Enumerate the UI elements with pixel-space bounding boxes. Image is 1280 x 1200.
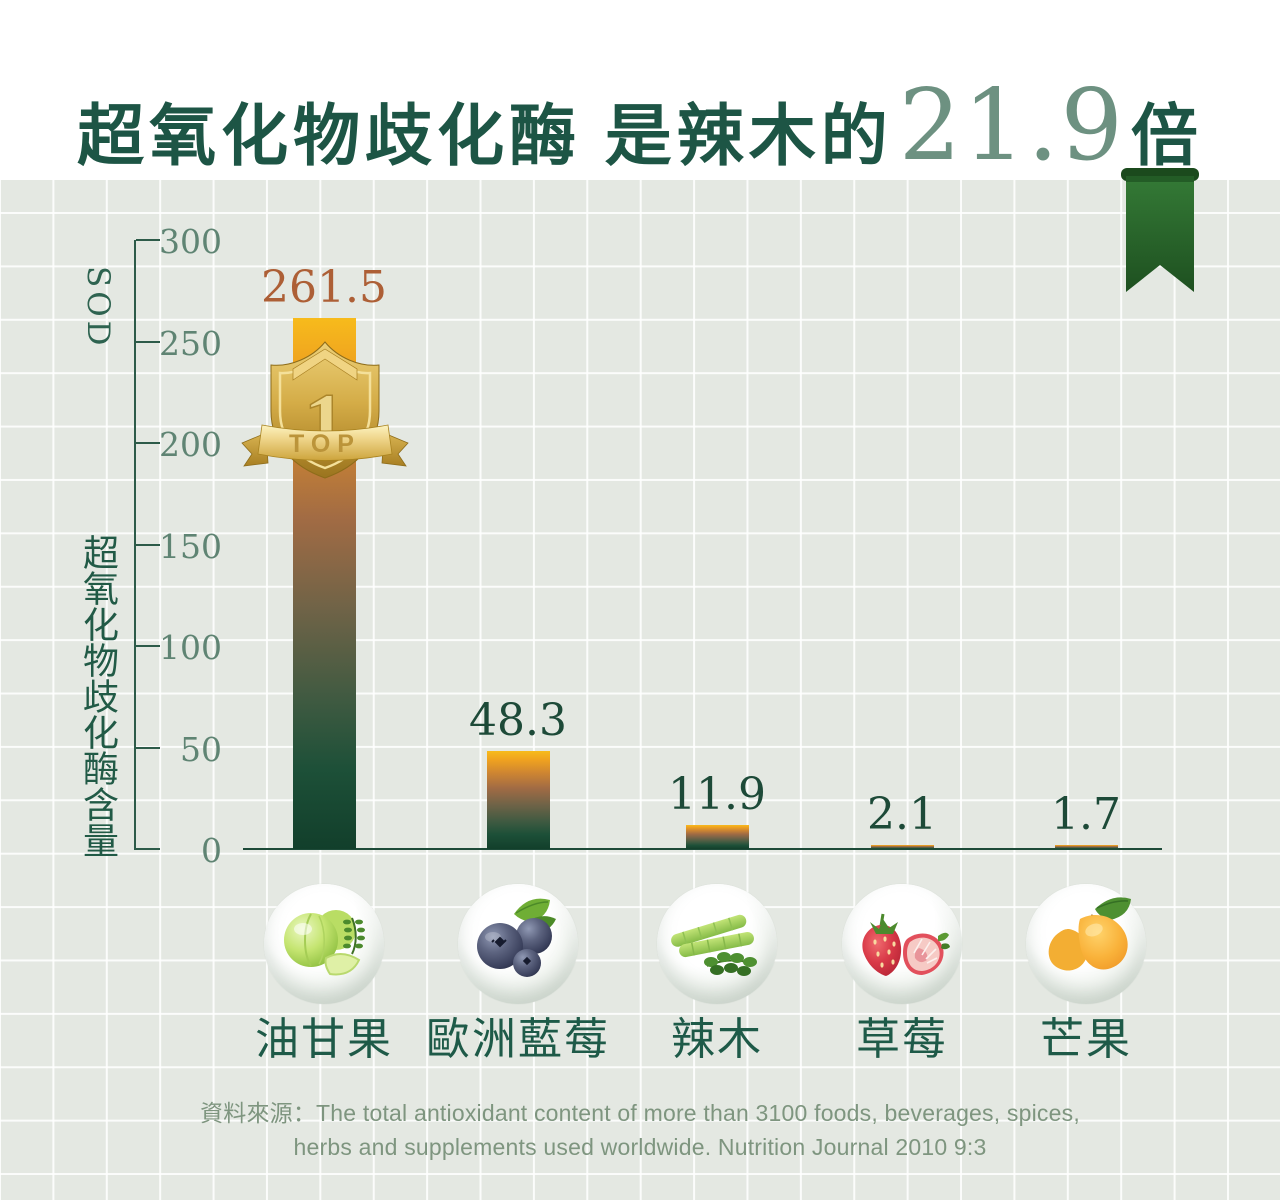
y-tick-50 <box>136 746 160 749</box>
page-header: 超氧化物歧化酶 是辣木的 21.9 倍 <box>77 69 1203 183</box>
category-label-blueberry: 歐洲藍莓 <box>426 1015 610 1064</box>
source-citation: 資料來源：The total antioxidant content of mo… <box>0 1096 1280 1164</box>
y-tick-250 <box>136 340 160 343</box>
category-label-mango: 芒果 <box>1040 1015 1132 1064</box>
value-label-strawberry: 2.1 <box>867 789 937 840</box>
source-line-1: 資料來源：The total antioxidant content of mo… <box>200 1100 1080 1126</box>
top1-badge-icon: 1 TOP <box>241 341 409 479</box>
y-tick-300 <box>136 239 160 241</box>
value-label-blueberry: 48.3 <box>469 695 567 746</box>
chart-panel: 300 250 200 150 100 50 0 SOD 超氧化物歧化酶含量 261.5 油… <box>0 168 1280 1200</box>
y-tick-label-50: 50 <box>180 729 222 769</box>
category-label-amla: 油甘果 <box>255 1015 393 1064</box>
y-tick-label-150: 150 <box>159 526 222 566</box>
y-tick-0 <box>136 848 160 850</box>
x-axis-line <box>243 848 1162 850</box>
y-axis-title: 超氧化物歧化酶含量 <box>78 534 119 858</box>
fruit-bubble-mango <box>1026 884 1146 1004</box>
bookmark-ribbon-icon <box>1121 168 1199 292</box>
bar-moringa <box>685 825 749 849</box>
bar-blueberry <box>486 751 550 849</box>
fruit-bubble-moringa <box>657 884 777 1004</box>
y-axis-line <box>134 240 136 850</box>
y-tick-label-200: 200 <box>159 425 222 464</box>
y-tick-150 <box>136 543 160 546</box>
source-line-2: herbs and supplements used worldwide. Nu… <box>293 1134 987 1160</box>
y-tick-200 <box>136 442 160 444</box>
strawberry-icon <box>862 913 950 976</box>
fruit-bubble-strawberry <box>842 884 962 1004</box>
y-tick-label-100: 100 <box>159 628 222 667</box>
value-label-amla: 261.5 <box>261 262 387 313</box>
bar-strawberry <box>870 845 934 849</box>
mango-icon <box>1048 897 1131 971</box>
y-tick-100 <box>136 645 160 647</box>
bar-mango <box>1054 845 1118 849</box>
moringa-icon <box>671 914 757 976</box>
y-tick-label-300: 300 <box>159 222 222 261</box>
fruit-bubble-blueberry <box>458 884 578 1004</box>
category-label-strawberry: 草莓 <box>856 1015 948 1064</box>
blueberry-icon <box>477 898 556 977</box>
y-axis-unit-label: SOD <box>80 266 116 350</box>
value-label-moringa: 11.9 <box>668 769 766 820</box>
y-tick-label-250: 250 <box>159 323 222 363</box>
y-tick-label-0: 0 <box>201 831 222 870</box>
svg-text:TOP: TOP <box>289 430 361 458</box>
fruit-bubble-amla <box>264 884 384 1004</box>
value-label-mango: 1.7 <box>1051 789 1121 840</box>
amla-icon <box>284 910 365 976</box>
category-label-moringa: 辣木 <box>671 1015 763 1064</box>
